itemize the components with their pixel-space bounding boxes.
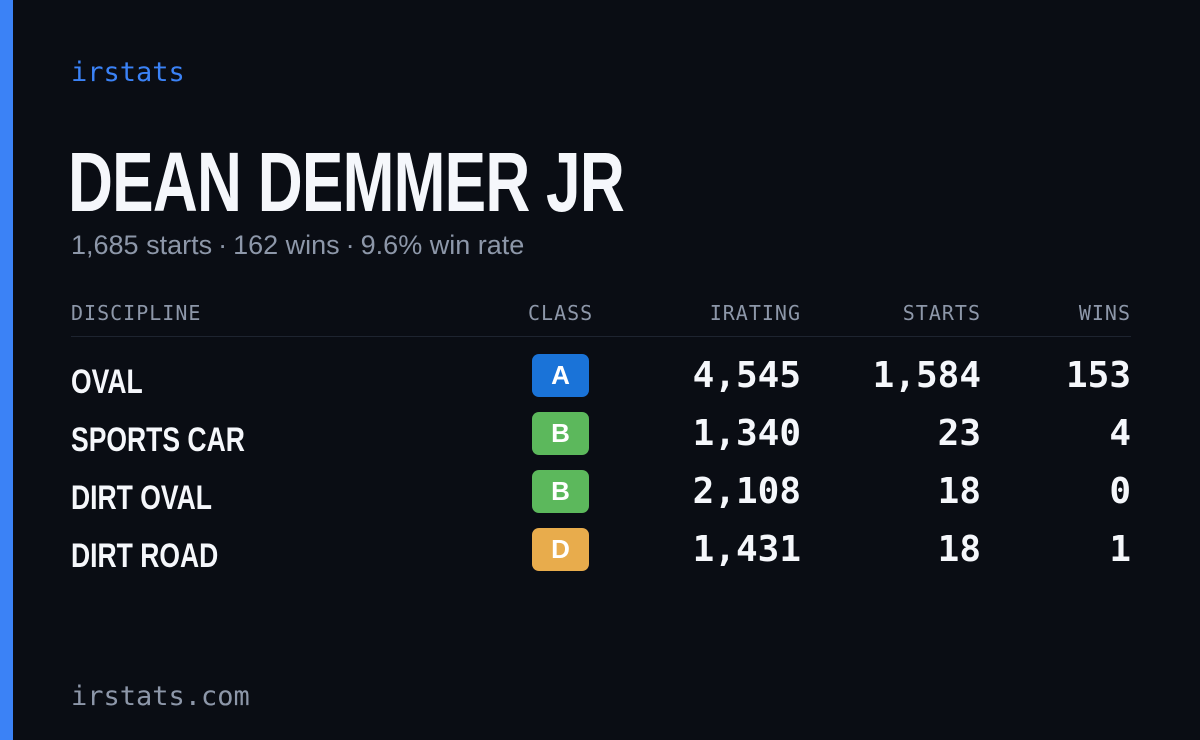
table-row: SPORTS CAR B 1,340 23 4 bbox=[71, 408, 1131, 466]
column-header-wins: WINS bbox=[1078, 301, 1131, 325]
win-rate: 9.6% win rate bbox=[360, 230, 525, 260]
irating-value: 1,340 bbox=[692, 413, 801, 454]
license-class-badge: A bbox=[532, 354, 589, 397]
wins-value: 1 bbox=[1109, 529, 1131, 570]
discipline-name: SPORTS CAR bbox=[71, 421, 245, 459]
accent-bar bbox=[0, 0, 13, 740]
starts-value: 1,584 bbox=[872, 355, 981, 396]
table-row: DIRT ROAD D 1,431 18 1 bbox=[71, 524, 1131, 582]
wins-value: 4 bbox=[1109, 413, 1131, 454]
starts-value: 18 bbox=[937, 529, 981, 570]
column-header-starts: STARTS bbox=[902, 301, 981, 325]
irating-value: 2,108 bbox=[692, 471, 801, 512]
driver-name: DEAN DEMMER JR bbox=[68, 135, 625, 229]
license-class-badge: B bbox=[532, 470, 589, 513]
column-header-discipline: DISCIPLINE bbox=[71, 301, 202, 325]
table-header-row: DISCIPLINE CLASS IRATING STARTS WINS bbox=[71, 296, 1131, 337]
separator-dot: · bbox=[218, 230, 228, 260]
footer-site-url: irstats.com bbox=[71, 681, 250, 712]
wins-value: 153 bbox=[1065, 355, 1131, 396]
irating-value: 4,545 bbox=[692, 355, 801, 396]
brand-logo-text: irstats bbox=[71, 57, 185, 88]
table-row: DIRT OVAL B 2,108 18 0 bbox=[71, 466, 1131, 524]
starts-value: 23 bbox=[937, 413, 981, 454]
driver-summary: 1,685 starts · 162 wins · 9.6% win rate bbox=[71, 228, 524, 262]
wins-value: 0 bbox=[1109, 471, 1131, 512]
license-class-badge: B bbox=[532, 412, 589, 455]
table-row: OVAL A 4,545 1,584 153 bbox=[71, 350, 1131, 408]
starts-value: 18 bbox=[937, 471, 981, 512]
total-wins: 162 wins bbox=[233, 230, 340, 260]
license-class-badge: D bbox=[532, 528, 589, 571]
separator-dot: · bbox=[345, 230, 355, 260]
column-header-class: CLASS bbox=[528, 301, 594, 325]
total-starts: 1,685 starts bbox=[71, 230, 213, 260]
discipline-name: OVAL bbox=[71, 363, 143, 401]
column-header-irating: IRATING bbox=[709, 301, 801, 325]
discipline-stats-table: DISCIPLINE CLASS IRATING STARTS WINS OVA… bbox=[71, 296, 1131, 575]
discipline-name: DIRT OVAL bbox=[71, 479, 212, 517]
irating-value: 1,431 bbox=[692, 529, 801, 570]
discipline-name: DIRT ROAD bbox=[71, 537, 219, 575]
